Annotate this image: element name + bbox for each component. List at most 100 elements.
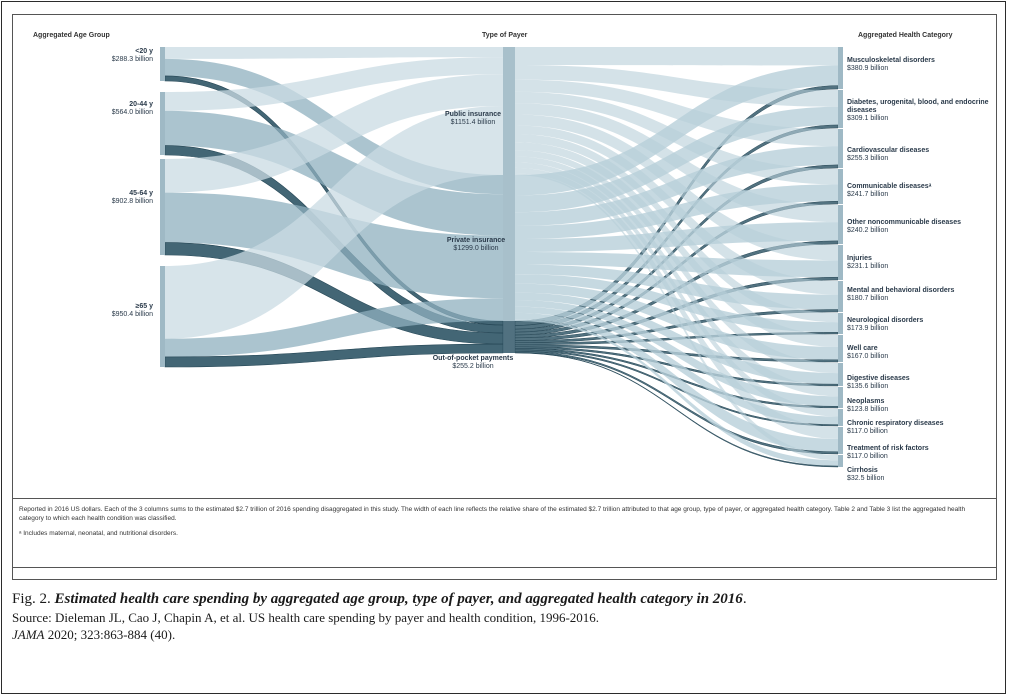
notes-text: Reported in 2016 US dollars. Each of the…: [19, 506, 966, 522]
category-treatment-of-risk-factors-label: Treatment of risk factors $117.0 billion: [847, 445, 997, 461]
category-diabetes-urogenital-blood-and-endocrine-diseases-value: $309.1 billion: [847, 115, 889, 122]
category-mental-and-behavioral-disorders-value: $180.7 billion: [847, 295, 889, 302]
sankey-diagram: [160, 47, 843, 468]
payer-private-insurance-name: Private insurance: [446, 237, 506, 244]
age-node-65-y: [160, 266, 165, 367]
age-65-y-name: ≥65 y: [135, 303, 153, 310]
category-node-chronic-respiratory-diseases: [838, 409, 843, 426]
figure-caption: Fig. 2. Estimated health care spending b…: [12, 590, 997, 643]
flow-65-y-to-private-insurance: [165, 298, 503, 357]
payer-out-of-pocket-payments-name: Out-of-pocket payments: [432, 355, 514, 362]
category-diabetes-urogenital-blood-and-endocrine-diseases-label: Diabetes, urogenital, blood, and endocri…: [847, 99, 997, 123]
age-column-header: Aggregated Age Group: [33, 32, 110, 39]
citation-details: 2020; 323:863-884 (40).: [44, 627, 176, 642]
payer-column-header: Type of Payer: [482, 32, 528, 39]
flow-private-insurance-to-cirrhosis: [515, 319, 838, 467]
category-node-diabetes-urogenital-blood-and-endocrine-diseases: [838, 90, 843, 128]
sankey-figure-panel: Aggregated Age Group Type of Payer Aggre…: [12, 14, 997, 580]
category-node-treatment-of-risk-factors: [838, 427, 843, 454]
category-communicable-diseases-value: $241.7 billion: [847, 191, 889, 198]
payer-out-of-pocket-payments-value: $255.2 billion: [452, 363, 494, 370]
figure-title: Estimated health care spending by aggreg…: [54, 591, 743, 607]
age-45-64-y-value: $902.8 billion: [111, 198, 153, 205]
category-well-care-name: Well care: [847, 345, 878, 352]
category-node-mental-and-behavioral-disorders: [838, 281, 843, 312]
category-neurological-disorders-value: $173.9 billion: [847, 325, 889, 332]
flow-public-insurance-to-cirrhosis: [515, 173, 838, 461]
payer-public-insurance-value: $1151.4 billion: [450, 119, 496, 126]
flow-public-insurance-to-cardiovascular-diseases: [515, 79, 838, 147]
category-node-other-noncommunicable-diseases: [838, 205, 843, 244]
flow-public-insurance-to-injuries: [515, 114, 838, 261]
category-neoplasms-label: Neoplasms $123.8 billion: [847, 398, 997, 414]
age-node-20-y: [160, 47, 165, 81]
category-neurological-disorders-name: Neurological disorders: [847, 317, 924, 324]
category-cardiovascular-diseases-label: Cardiovascular diseases $255.3 billion: [847, 147, 997, 163]
payer-out-of-pocket-payments-label: Out-of-pocket payments $255.2 billion: [413, 355, 533, 371]
flow-public-insurance-to-chronic-respiratory-diseases: [515, 162, 838, 417]
category-other-noncommunicable-diseases-label: Other noncommunicable diseases $240.2 bil…: [847, 219, 997, 235]
flow-public-insurance-to-other-noncommunicable-diseases: [515, 103, 838, 223]
category-treatment-of-risk-factors-name: Treatment of risk factors: [847, 445, 929, 452]
category-injuries-name: Injuries: [847, 255, 872, 262]
flow-45-64-y-to-public-insurance: [165, 74, 503, 193]
category-cardiovascular-diseases-name: Cardiovascular diseases: [847, 147, 930, 154]
flow-private-insurance-to-treatment-of-risk-factors: [515, 312, 838, 452]
age-20-44-y-value: $564.0 billion: [111, 109, 153, 116]
category-mental-and-behavioral-disorders-name: Mental and behavioral disorders: [847, 287, 955, 294]
category-musculoskeletal-disorders-value: $380.9 billion: [847, 65, 889, 72]
category-cardiovascular-diseases-value: $255.3 billion: [847, 155, 889, 162]
flow-20-y-to-public-insurance: [165, 47, 503, 59]
category-other-noncommunicable-diseases-name: Other noncommunicable diseases: [847, 219, 961, 226]
flow-private-insurance-to-chronic-respiratory-diseases: [515, 306, 838, 425]
category-node-neurological-disorders: [838, 313, 843, 334]
flow-public-insurance-to-diabetes-urogenital-blood-and-endocrine-diseases: [515, 65, 838, 107]
caption-title: Fig. 2. Estimated health care spending b…: [12, 590, 997, 609]
category-communicable-diseases-label: Communicable diseasesᵃ $241.7 billion: [847, 183, 997, 199]
flow-public-insurance-to-mental-and-behavioral-disorders: [515, 125, 838, 295]
category-neurological-disorders-label: Neurological disorders $173.9 billion: [847, 317, 997, 333]
age-20-y-value: $288.3 billion: [111, 56, 153, 63]
category-chronic-respiratory-diseases-value: $117.0 billion: [847, 428, 888, 435]
category-cirrhosis-name: Cirrhosis: [847, 467, 878, 474]
category-well-care-label: Well care $167.0 billion: [847, 345, 997, 361]
category-diabetes-urogenital-blood-and-endocrine-diseases-name: Diabetes, urogenital, blood, and endocri…: [847, 99, 989, 114]
payer-public-insurance-label: Public insurance $1151.4 billion: [413, 111, 533, 127]
category-digestive-diseases-name: Digestive diseases: [847, 375, 910, 382]
category-chronic-respiratory-diseases-label: Chronic respiratory diseases $117.0 billi…: [847, 420, 997, 436]
category-musculoskeletal-disorders-name: Musculoskeletal disorders: [847, 57, 935, 64]
category-communicable-diseases-name: Communicable diseasesᵃ: [847, 183, 932, 190]
category-well-care-value: $167.0 billion: [847, 353, 889, 360]
flow-public-insurance-to-digestive-diseases: [515, 150, 838, 374]
category-node-digestive-diseases: [838, 363, 843, 386]
age-45-64-y-label: 45-64 y $902.8 billion: [63, 190, 153, 206]
category-injuries-value: $231.1 billion: [847, 263, 889, 270]
payer-node-out-of-pocket-payments: [503, 321, 515, 353]
notes-divider: [13, 567, 996, 568]
category-digestive-diseases-label: Digestive diseases $135.6 billion: [847, 375, 997, 391]
age-20-y-name: <20 y: [135, 48, 153, 55]
flow-public-insurance-to-communicable-diseases: [515, 91, 838, 185]
category-other-noncommunicable-diseases-value: $240.2 billion: [847, 227, 889, 234]
caption-source: Source: Dieleman JL, Cao J, Chapin A, et…: [12, 610, 600, 625]
category-chronic-respiratory-diseases-name: Chronic respiratory diseases: [847, 420, 944, 427]
age-20-44-y-name: 20-44 y: [129, 101, 153, 108]
category-node-cirrhosis: [838, 455, 843, 467]
category-node-well-care: [838, 335, 843, 362]
age-65-y-label: ≥65 y $950.4 billion: [63, 303, 153, 319]
category-neoplasms-value: $123.8 billion: [847, 406, 889, 413]
category-node-communicable-diseases: [838, 169, 843, 204]
figure-title-period: .: [742, 591, 747, 607]
figure-notes: Reported in 2016 US dollars. Each of the…: [13, 498, 996, 544]
flow-20-44-y-to-public-insurance: [165, 57, 503, 111]
category-digestive-diseases-value: $135.6 billion: [847, 383, 889, 390]
category-node-cardiovascular-diseases: [838, 129, 843, 168]
category-node-injuries: [838, 245, 843, 280]
flow-public-insurance-to-musculoskeletal-disorders: [515, 47, 838, 66]
payer-public-insurance-name: Public insurance: [444, 111, 502, 118]
flow-20-44-y-to-private-insurance: [165, 110, 503, 236]
category-neoplasms-name: Neoplasms: [847, 398, 885, 405]
age-20-44-y-label: 20-44 y $564.0 billion: [63, 101, 153, 117]
flow-public-insurance-to-treatment-of-risk-factors: [515, 167, 838, 439]
